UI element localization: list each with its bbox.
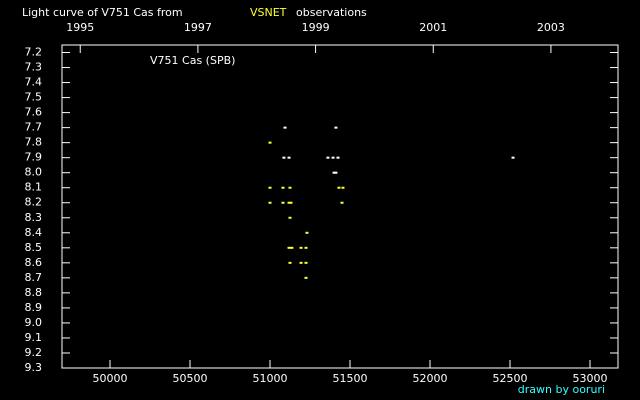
- title-suffix: observations: [296, 6, 367, 19]
- data-point: [282, 156, 286, 159]
- data-point: [331, 156, 335, 159]
- y-tick-label: 7.9: [25, 151, 43, 164]
- y-tick-label: 8.9: [25, 301, 43, 314]
- annotation: V751 Cas (SPB): [150, 54, 235, 67]
- data-point: [337, 186, 341, 189]
- y-tick-label: 8.6: [25, 256, 43, 269]
- data-point: [283, 126, 287, 129]
- credit: drawn by ooruri: [518, 383, 605, 396]
- x-tick-label: 50500: [173, 372, 208, 385]
- y-tick-label: 8.1: [25, 181, 43, 194]
- data-point: [287, 156, 291, 159]
- data-point: [289, 201, 293, 204]
- data-point: [304, 246, 308, 249]
- y-tick-label: 8.4: [25, 226, 43, 239]
- title-highlight: VSNET: [250, 6, 287, 19]
- y-tick-label: 7.2: [25, 46, 43, 59]
- data-point: [288, 216, 292, 219]
- x-tick-label: 51000: [253, 372, 288, 385]
- y-tick-label: 7.7: [25, 121, 43, 134]
- y-tick-label: 9.1: [25, 331, 43, 344]
- y-tick-label: 7.5: [25, 91, 43, 104]
- x2-tick-label: 2003: [537, 21, 565, 34]
- data-point: [326, 156, 330, 159]
- y-tick-label: 8.2: [25, 196, 43, 209]
- data-point: [340, 201, 344, 204]
- y-tick-label: 7.4: [25, 76, 43, 89]
- data-point: [287, 246, 291, 249]
- data-point: [334, 126, 338, 129]
- data-point: [304, 276, 308, 279]
- chart-title: Light curve of V751 Cas from: [22, 6, 183, 19]
- data-point: [268, 201, 272, 204]
- x-tick-label: 50000: [93, 372, 128, 385]
- x2-tick-label: 1997: [184, 21, 212, 34]
- y-tick-label: 7.6: [25, 106, 43, 119]
- data-point: [281, 186, 285, 189]
- x-tick-label: 52000: [413, 372, 448, 385]
- y-tick-label: 8.0: [25, 166, 43, 179]
- data-point: [305, 231, 309, 234]
- data-point: [336, 156, 340, 159]
- y-tick-label: 9.2: [25, 346, 43, 359]
- y-tick-label: 8.5: [25, 241, 43, 254]
- data-point: [290, 246, 294, 249]
- x-tick-label: 53000: [573, 372, 608, 385]
- data-point: [288, 261, 292, 264]
- data-point: [511, 156, 515, 159]
- data-point: [268, 141, 272, 144]
- x2-tick-label: 2001: [419, 21, 447, 34]
- x-tick-label: 52500: [493, 372, 528, 385]
- data-point: [332, 171, 336, 174]
- data-point: [304, 261, 308, 264]
- y-tick-label: 9.0: [25, 316, 43, 329]
- data-point: [288, 186, 292, 189]
- plot-frame: [61, 44, 619, 369]
- data-point: [287, 201, 291, 204]
- data-point: [268, 186, 272, 189]
- data-point: [299, 246, 303, 249]
- y-tick-label: 9.3: [25, 361, 43, 374]
- data-point: [341, 186, 345, 189]
- y-tick-label: 7.3: [25, 61, 43, 74]
- y-tick-label: 8.8: [25, 286, 43, 299]
- y-tick-label: 8.3: [25, 211, 43, 224]
- x2-tick-label: 1995: [66, 21, 94, 34]
- data-point: [299, 261, 303, 264]
- x-tick-label: 51500: [333, 372, 368, 385]
- y-tick-label: 8.7: [25, 271, 43, 284]
- data-point: [281, 201, 285, 204]
- data-point: [334, 171, 338, 174]
- y-tick-label: 7.8: [25, 136, 43, 149]
- x2-tick-label: 1999: [302, 21, 330, 34]
